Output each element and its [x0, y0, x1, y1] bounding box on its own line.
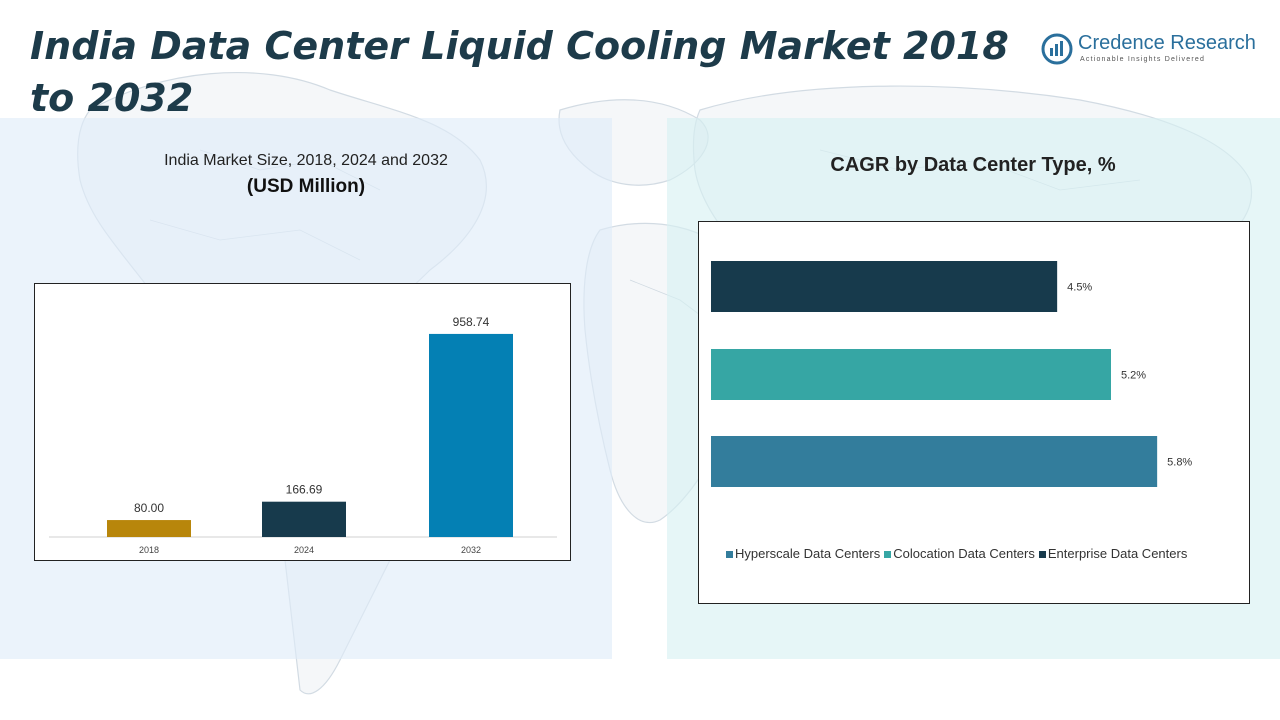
- legend-label: Hyperscale Data Centers: [735, 546, 881, 561]
- page-title: India Data Center Liquid Cooling Market …: [30, 24, 1009, 120]
- bar-colocation-data-centers: [711, 349, 1111, 400]
- data-label-2024: 166.69: [286, 483, 323, 497]
- logo-name: Credence Research: [1078, 32, 1256, 54]
- logo-mark-icon: [1041, 33, 1073, 65]
- market-size-unit: (USD Million): [246, 176, 366, 197]
- legend-swatch: [726, 551, 733, 558]
- legend-item: Hyperscale Data Centers: [726, 546, 880, 561]
- data-label-2032: 958.74: [453, 315, 490, 329]
- legend-swatch: [1038, 551, 1046, 558]
- bar-enterprise-data-centers: [711, 261, 1058, 312]
- market-size-bar-chart: 80.00 2018 166.69 2024 958.74 2032: [49, 315, 557, 555]
- bar-2032: [429, 333, 513, 537]
- brand-logo: Credence Research Actionable Insights De…: [1040, 28, 1260, 72]
- market-size-subtitle: India Market Size, 2018, 2024 and 2032: [164, 152, 448, 169]
- tick-label-2024: 2024: [294, 545, 314, 555]
- logo-tagline: Actionable Insights Delivered: [1080, 56, 1206, 63]
- legend-label: Colocation Data Centers: [893, 546, 1035, 561]
- cagr-chart: 4.5% 5.2% 5.8%: [698, 221, 1250, 604]
- data-label-enterprise-data-centers: 4.5%: [1067, 282, 1092, 294]
- legend-label: Enterprise Data Centers: [1047, 546, 1188, 561]
- data-label-colocation-data-centers: 5.2%: [1121, 370, 1146, 382]
- bar-2024: [262, 501, 346, 537]
- legend-item: Colocation Data Centers: [884, 546, 1035, 561]
- bar-2018: [107, 520, 191, 537]
- cagr-bar-chart: 4.5% 5.2% 5.8%: [711, 261, 1192, 487]
- tick-label-2032: 2032: [461, 545, 481, 555]
- data-label-hyperscale-data-centers: 5.8%: [1167, 457, 1192, 469]
- tick-label-2018: 2018: [139, 545, 159, 555]
- legend-item: Enterprise Data Centers: [1038, 546, 1188, 561]
- cagr-chart-title: CAGR by Data Center Type, %: [830, 154, 1116, 176]
- data-label-2018: 80.00: [134, 501, 164, 515]
- market-size-chart: 80.00 2018 166.69 2024 958.74 2032: [34, 283, 571, 561]
- bar-hyperscale-data-centers: [711, 436, 1158, 487]
- legend-swatch: [884, 551, 892, 558]
- cagr-legend: Hyperscale Data Centers Colocation Data C…: [726, 546, 1246, 561]
